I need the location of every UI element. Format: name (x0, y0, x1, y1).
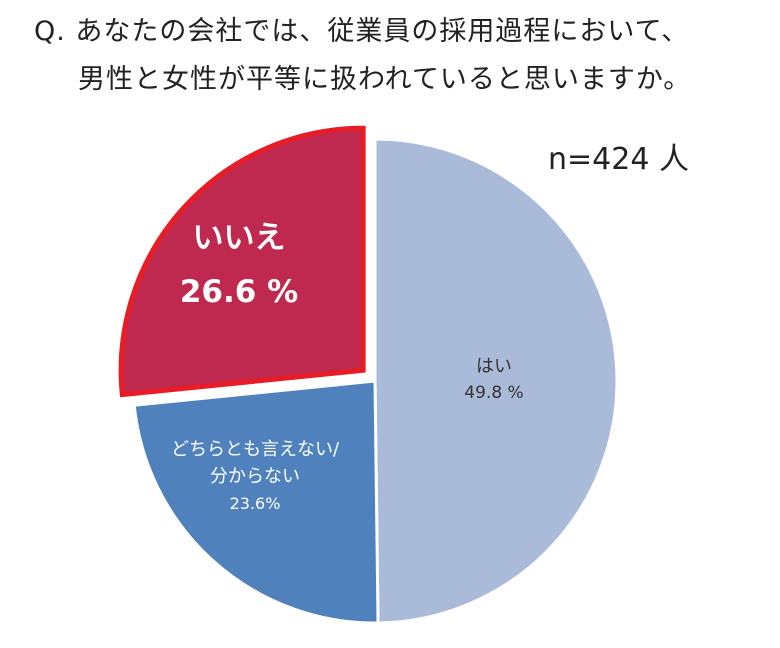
pie-label-no-group: いいえ 26.6 % (180, 220, 298, 310)
pie-value-yes: 49.8 % (464, 383, 523, 403)
pie-slice-neutral (132, 379, 380, 625)
question-text: Q. あなたの会社では、従業員の採用過程において、 男性と女性が平等に扱われてい… (34, 8, 764, 104)
question-line-2: 男性と女性が平等に扱われていると思いますか。 (78, 64, 692, 95)
pie-value-neutral: 23.6% (230, 494, 281, 513)
sample-size-label: n=424 人 (548, 142, 689, 177)
pie-slice-no (118, 125, 366, 398)
pie-label-yes: はい (476, 356, 512, 377)
pie-label-yes-group: はい 49.8 % (464, 356, 523, 403)
pie-label-no: いいえ (193, 220, 286, 256)
pie-value-no: 26.6 % (180, 274, 298, 310)
pie-label-neutral-group: どちらとも言えない/分からない 23.6% (171, 439, 340, 513)
pie-slice-yes (373, 137, 619, 625)
pie-label-neutral-line-1: どちらとも言えない/ (171, 439, 340, 460)
question-line-1: Q. あなたの会社では、従業員の採用過程において、 (34, 16, 690, 47)
pie-label-neutral-line-2: 分からない (210, 466, 300, 487)
